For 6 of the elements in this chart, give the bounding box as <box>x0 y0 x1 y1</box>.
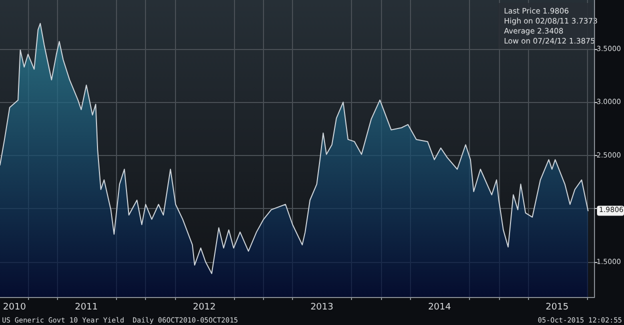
x-tick-label: 2011 <box>74 302 98 312</box>
x-tick-label: 2014 <box>428 302 452 312</box>
x-tick-label: 2012 <box>192 302 216 312</box>
x-tick-label: 2010 <box>3 302 26 312</box>
x-tick-label: 2013 <box>310 302 334 312</box>
x-tick-label: 2015 <box>546 302 569 312</box>
